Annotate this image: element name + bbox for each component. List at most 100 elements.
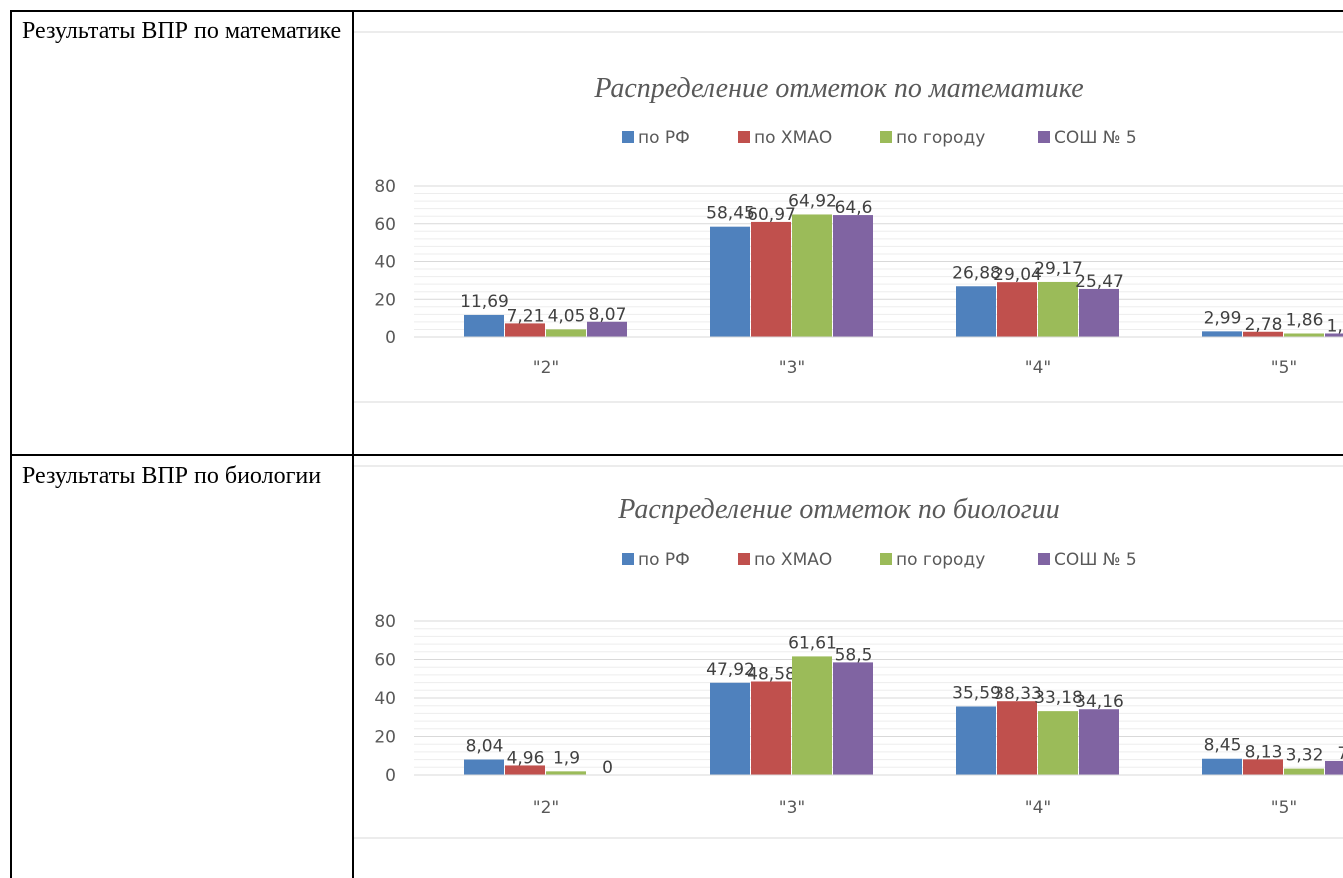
- bar-0-2-0: [956, 286, 996, 337]
- table-border-left: [10, 10, 12, 878]
- legend-label-0: по РФ: [638, 550, 690, 570]
- legend-label-1: по ХМАО: [754, 128, 832, 148]
- table-border-top: [10, 10, 1343, 12]
- bar-1-2-3: [1079, 709, 1119, 775]
- math-chart: Распределение отметок по математике по РФ…: [354, 12, 1343, 442]
- legend-swatch-1: [738, 131, 750, 143]
- data-label: 0: [602, 758, 613, 778]
- x-category-label: "2": [533, 798, 559, 818]
- biology-chart: Распределение отметок по биологии по РФ по…: [354, 456, 1343, 878]
- legend-label-2: по городу: [896, 128, 985, 148]
- legend-label-3: СОШ № 5: [1054, 550, 1137, 570]
- data-label: 35,59: [952, 683, 1001, 703]
- bar-1-2-1: [997, 701, 1037, 775]
- data-label: 58,5: [835, 645, 873, 665]
- bar-0-1-1: [751, 221, 791, 337]
- bar-1-1-1: [751, 681, 791, 775]
- y-tick-label: 80: [374, 177, 396, 197]
- bar-1-0-2: [546, 771, 586, 775]
- data-label: 8,07: [589, 305, 627, 325]
- bar-0-3-2: [1284, 333, 1324, 337]
- data-label: 7,: [1337, 744, 1343, 764]
- data-label: 2,99: [1204, 308, 1242, 328]
- data-label: 4,96: [507, 748, 545, 768]
- legend-label-3: СОШ № 5: [1054, 128, 1137, 148]
- legend-swatch-1: [738, 553, 750, 565]
- data-label: 2,78: [1245, 315, 1283, 335]
- legend-swatch-0: [622, 553, 634, 565]
- bar-0-1-3: [833, 215, 873, 337]
- data-label: 11,69: [460, 292, 509, 312]
- data-label: 48,58: [747, 664, 796, 684]
- y-tick-label: 0: [385, 328, 396, 348]
- y-tick-label: 80: [374, 612, 396, 632]
- bar-1-0-1: [505, 765, 545, 775]
- legend-swatch-3: [1038, 131, 1050, 143]
- data-label: 8,45: [1204, 736, 1242, 756]
- bar-1-1-3: [833, 662, 873, 775]
- data-label: 1,86: [1327, 316, 1343, 336]
- bar-1-1-0: [710, 682, 750, 775]
- bar-1-3-2: [1284, 768, 1324, 775]
- bar-1-3-1: [1243, 759, 1283, 775]
- legend-label-2: по городу: [896, 550, 985, 570]
- table-column-divider: [352, 10, 354, 878]
- data-label: 61,61: [788, 633, 837, 653]
- row-label-biology: Результаты ВПР по биологии: [22, 463, 322, 489]
- legend-label-1: по ХМАО: [754, 550, 832, 570]
- x-category-label: "4": [1025, 798, 1051, 818]
- bar-0-0-3: [587, 321, 627, 337]
- data-label: 7,21: [507, 306, 545, 326]
- bar-1-2-2: [1038, 711, 1078, 775]
- chart-title: Распределение отметок по биологии: [617, 494, 1059, 525]
- bar-0-3-0: [1202, 331, 1242, 337]
- legend-swatch-2: [880, 131, 892, 143]
- y-tick-label: 20: [374, 728, 396, 748]
- data-label: 3,32: [1286, 746, 1324, 766]
- y-tick-label: 40: [374, 689, 396, 709]
- y-tick-label: 20: [374, 290, 396, 310]
- x-category-label: "4": [1025, 358, 1051, 378]
- table-row-divider: [10, 454, 1343, 456]
- data-label: 58,45: [706, 204, 755, 224]
- data-label: 8,13: [1245, 742, 1283, 762]
- bar-0-2-1: [997, 282, 1037, 337]
- data-label: 38,33: [993, 684, 1042, 704]
- bar-0-2-2: [1038, 281, 1078, 337]
- bar-0-0-1: [505, 323, 545, 337]
- row-label-math: Результаты ВПР по математике: [22, 18, 342, 44]
- data-label: 4,05: [548, 306, 586, 326]
- bar-0-2-3: [1079, 288, 1119, 337]
- x-category-label: "5": [1271, 358, 1297, 378]
- data-label: 1,9: [553, 748, 580, 768]
- data-label: 34,16: [1075, 692, 1124, 712]
- x-category-label: "2": [533, 358, 559, 378]
- data-label: 29,17: [1034, 259, 1083, 279]
- data-label: 8,04: [466, 737, 504, 757]
- bar-1-2-0: [956, 706, 996, 775]
- data-label: 29,04: [993, 265, 1042, 285]
- bar-1-3-0: [1202, 758, 1242, 775]
- bar-1-0-0: [464, 759, 504, 775]
- data-label: 33,18: [1034, 688, 1083, 708]
- data-label: 64,6: [835, 198, 873, 218]
- bar-0-1-2: [792, 214, 832, 337]
- math-chart-svg: Распределение отметок по математике по РФ…: [354, 31, 1343, 403]
- chart-title: Распределение отметок по математике: [593, 73, 1083, 104]
- legend-swatch-0: [622, 131, 634, 143]
- y-tick-label: 40: [374, 253, 396, 273]
- y-tick-label: 60: [374, 651, 396, 671]
- data-label: 1,86: [1286, 310, 1324, 330]
- legend-swatch-3: [1038, 553, 1050, 565]
- data-label: 64,92: [788, 191, 837, 211]
- x-category-label: "5": [1271, 798, 1297, 818]
- x-category-label: "3": [779, 798, 805, 818]
- bar-1-1-2: [792, 656, 832, 775]
- y-tick-label: 0: [385, 766, 396, 786]
- biology-chart-svg: Распределение отметок по биологии по РФ по…: [354, 465, 1343, 839]
- data-label: 25,47: [1075, 272, 1124, 292]
- y-tick-label: 60: [374, 215, 396, 235]
- legend-label-0: по РФ: [638, 128, 690, 148]
- data-label: 47,92: [706, 660, 755, 680]
- bar-0-0-0: [464, 314, 504, 337]
